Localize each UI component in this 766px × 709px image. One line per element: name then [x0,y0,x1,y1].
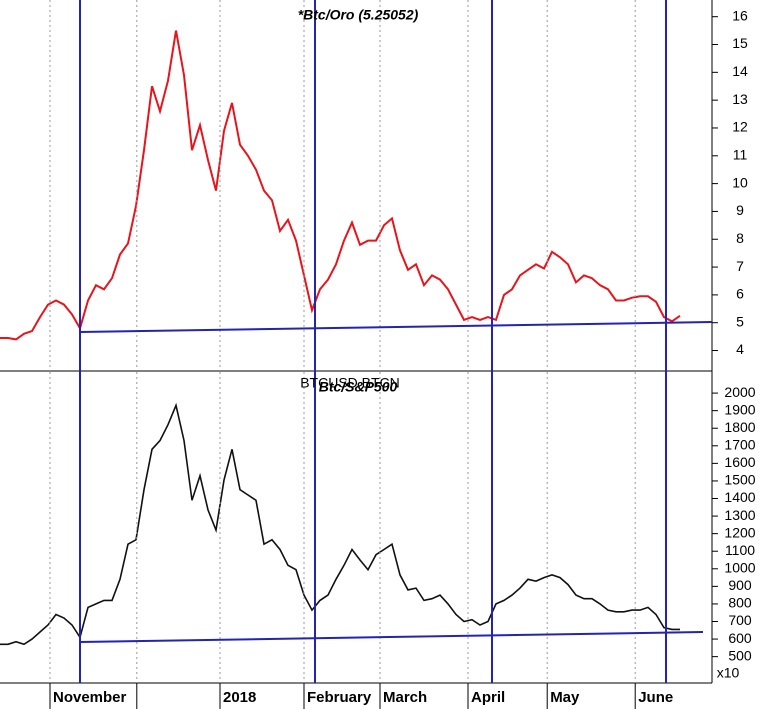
panel-title: *Btc/Oro (5.25052) [298,7,419,23]
y-tick-label: 6 [736,286,744,302]
x-tick-label: March [383,689,427,706]
y-tick-label: 8 [736,230,744,246]
y-tick-label: 700 [728,612,752,628]
y-tick-label: 600 [728,630,752,646]
y-tick-label: 1400 [724,489,755,505]
y-tick-label: 1700 [724,436,755,452]
x-tick-label: February [307,689,372,706]
y-tick-label: 5 [736,313,744,329]
y-tick-label: 1200 [724,524,755,540]
symbol-label: BTCUSD BTCN [300,375,400,391]
support-line [79,631,704,643]
x-tick-label: November [53,689,127,706]
y-tick-label: 500 [728,647,752,663]
y-tick-label: 15 [732,35,748,51]
y-tick-label: 1000 [724,559,755,575]
y-tick-label: 1800 [724,419,755,435]
y-tick-label: 7 [736,258,744,274]
y-tick-label: 12 [732,119,748,135]
y-tick-label: 10 [732,174,748,190]
y-tick-label: 9 [736,202,744,218]
y-tick-label: 14 [732,63,748,79]
x-tick-label: June [638,689,673,706]
panel-title: Btc/S&P500 [319,379,398,395]
y-tick-label: 1300 [724,507,755,523]
y-tick-label: 16 [732,7,748,23]
y-tick-label: 4 [736,341,744,357]
y-tick-label: 13 [732,91,748,107]
y-tick-label: 1500 [724,472,755,488]
y-tick-label: 800 [728,595,752,611]
y-tick-label: 900 [728,577,752,593]
y-tick-label: 11 [733,146,748,162]
annotations [79,0,713,683]
x-tick-label: April [471,689,505,706]
series-line [0,30,681,341]
y-unit-label: x10 [717,665,740,681]
y-tick-label: 1600 [724,454,755,470]
y-tick-label: 1900 [724,401,755,417]
y-tick-label: 1100 [725,542,755,558]
series-line [0,402,680,646]
y-tick-label: 2000 [724,384,755,400]
x-tick-label: May [550,689,580,706]
support-line [79,321,713,333]
x-tick-label: 2018 [223,689,256,706]
